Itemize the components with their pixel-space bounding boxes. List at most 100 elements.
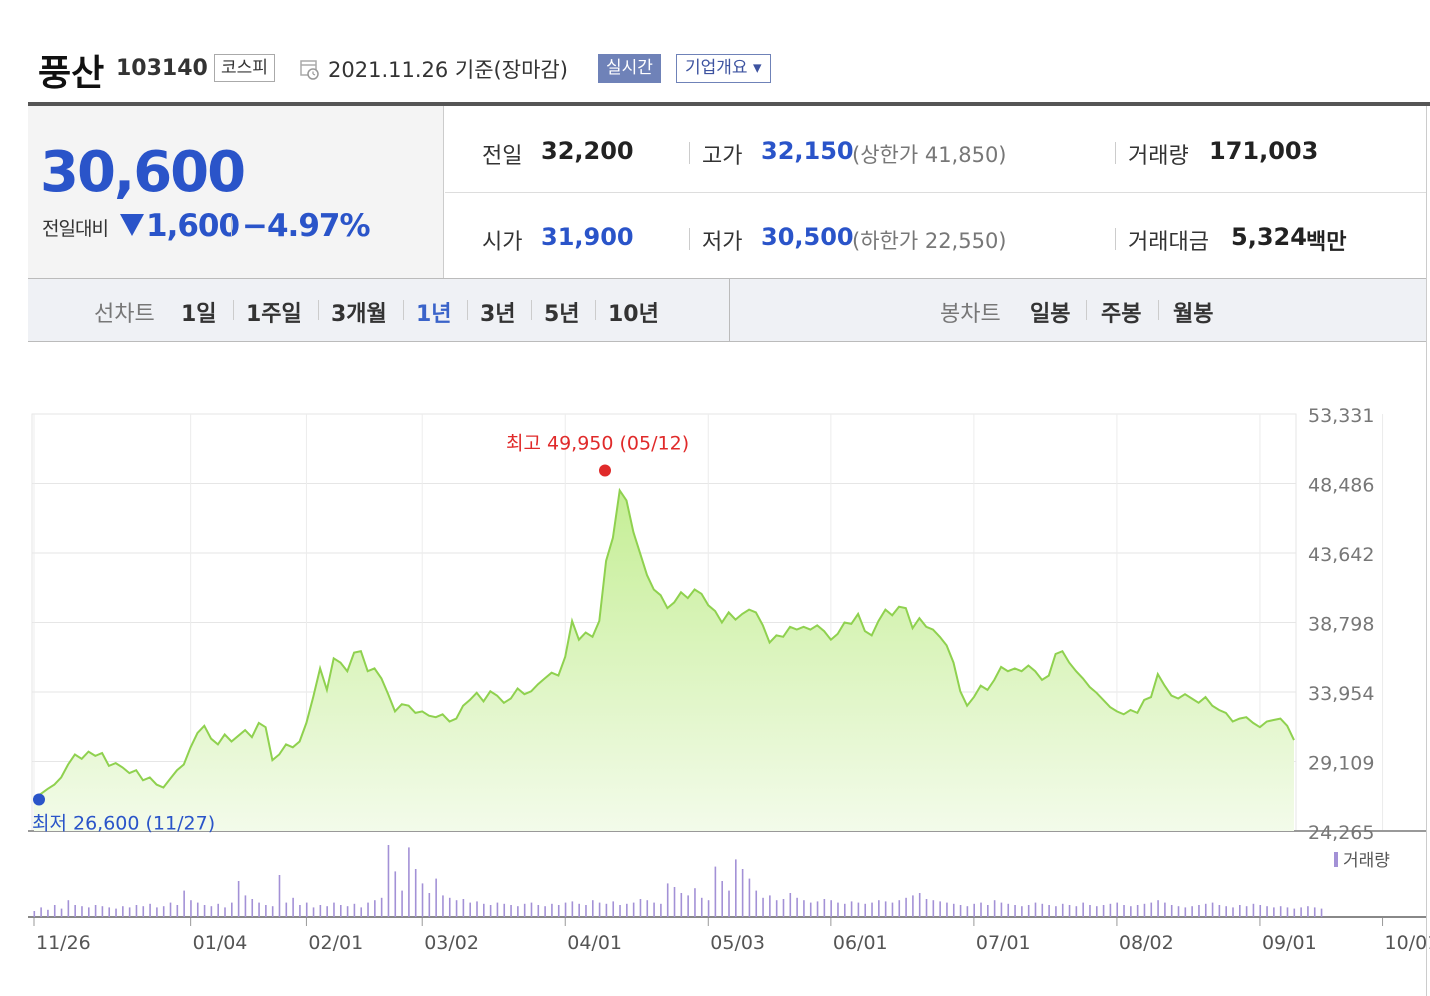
stat-separator xyxy=(1115,142,1116,164)
volume-bar xyxy=(203,905,206,917)
volume-bar xyxy=(305,902,308,917)
volume-bar xyxy=(653,902,655,917)
period-1y[interactable]: 1년 xyxy=(416,302,452,327)
volume-bar xyxy=(1204,903,1207,917)
volume-bar xyxy=(803,900,805,917)
period-1w[interactable]: 1주일 xyxy=(246,302,302,327)
price-chart[interactable]: 53,331 48,486 43,642 38,798 33,954 29,109 24,2… xyxy=(0,340,1430,996)
y-tick-label: 48,486 xyxy=(1308,475,1374,497)
change-separator xyxy=(231,216,232,236)
x-tick-label: 10/01 xyxy=(1385,932,1430,954)
x-tick-label: 02/01 xyxy=(308,932,363,954)
volume-bar xyxy=(53,905,56,917)
volume-bar xyxy=(339,905,342,917)
volume-bar xyxy=(843,903,846,917)
y-tick-label: 53,331 xyxy=(1308,405,1374,427)
volume-bar xyxy=(210,906,213,917)
volume-bar xyxy=(367,902,369,917)
volume-bar xyxy=(1286,907,1289,917)
volume-bar xyxy=(1211,902,1214,917)
volume-bar xyxy=(1034,902,1037,917)
volume-bar xyxy=(591,900,594,917)
volume-bar xyxy=(898,900,901,917)
amount-unit: 백만 xyxy=(1306,230,1347,255)
candle-monthly[interactable]: 월봉 xyxy=(1173,302,1214,327)
volume-bar xyxy=(1259,905,1262,917)
volume-bar xyxy=(762,897,764,917)
volume-bar xyxy=(1136,905,1139,917)
volume-bar xyxy=(292,897,294,917)
volume-bar xyxy=(850,901,853,917)
candle-daily[interactable]: 일봉 xyxy=(1030,302,1071,327)
volume-bar xyxy=(74,905,76,917)
period-1d[interactable]: 1일 xyxy=(181,302,217,327)
calendar-clock-icon xyxy=(300,60,319,80)
stat-separator xyxy=(1115,228,1116,250)
volume-bar xyxy=(122,906,124,917)
low-value: 30,500 xyxy=(761,223,854,251)
volume-bar xyxy=(162,906,165,917)
volume-bar xyxy=(312,907,315,917)
volume-bar xyxy=(769,895,771,917)
period-bar xyxy=(28,278,1426,342)
volume-bar xyxy=(489,905,492,917)
volume-bar xyxy=(748,878,751,917)
price-area-layer xyxy=(33,487,1295,831)
volume-bar xyxy=(1150,902,1153,917)
volume-bar xyxy=(40,907,42,917)
candle-weekly[interactable]: 주봉 xyxy=(1101,302,1142,327)
volume-bar xyxy=(782,899,785,917)
volume-bar xyxy=(455,900,458,917)
prev-close-value: 32,200 xyxy=(541,137,634,165)
volume-bar xyxy=(523,903,526,917)
high-marker xyxy=(599,464,611,477)
volume-bar xyxy=(639,899,642,917)
volume-bar xyxy=(1239,905,1241,917)
volume-bar xyxy=(142,906,145,917)
volume-bar xyxy=(87,907,90,917)
volume-bar xyxy=(878,900,880,917)
volume-bar xyxy=(1082,902,1084,917)
x-axis-labels: 11/26 01/04 02/01 03/02 04/01 05/03 06/01 07/01… xyxy=(36,932,1430,954)
period-separator xyxy=(1086,300,1087,320)
low-label: 저가 xyxy=(702,230,743,255)
volume-bar xyxy=(884,901,887,917)
volume-bar xyxy=(1191,906,1193,917)
volume-bar xyxy=(544,906,546,917)
volume-bar xyxy=(707,900,710,917)
amount-value: 5,324 xyxy=(1231,223,1307,251)
volume-bar xyxy=(408,847,410,917)
volume-bar xyxy=(932,900,935,917)
realtime-button[interactable]: 실시간 xyxy=(598,54,661,83)
volume-bar xyxy=(1075,906,1078,917)
volume-bar xyxy=(1143,903,1146,917)
company-overview-button[interactable]: 기업개요 ▾ xyxy=(676,54,771,83)
y-tick-label: 43,642 xyxy=(1308,544,1374,566)
period-5y[interactable]: 5년 xyxy=(544,302,580,327)
volume-bar xyxy=(401,890,403,917)
volume-bar xyxy=(700,897,703,917)
prev-close-label: 전일 xyxy=(482,144,523,169)
volume-bar xyxy=(905,897,907,917)
period-3y[interactable]: 3년 xyxy=(480,302,516,327)
volume-bar xyxy=(728,890,730,917)
volume-bar xyxy=(1266,906,1268,917)
period-10y[interactable]: 10년 xyxy=(608,302,659,327)
period-3m[interactable]: 3개월 xyxy=(331,302,387,327)
x-tick-label: 03/02 xyxy=(424,932,479,954)
volume-bar xyxy=(128,907,131,917)
y-tick-label: 38,798 xyxy=(1308,614,1374,636)
volume-bar xyxy=(244,895,247,917)
volume-bar xyxy=(67,900,70,917)
x-tick-label: 11/26 xyxy=(36,932,91,954)
volume-bar xyxy=(156,907,158,917)
volume-bar xyxy=(1232,907,1234,917)
stat-separator xyxy=(689,142,690,164)
volume-bar xyxy=(673,887,676,917)
volume-bar xyxy=(1116,902,1119,917)
volume-bar xyxy=(666,883,669,917)
volume-legend: 거래량 xyxy=(1343,851,1390,871)
volume-bar xyxy=(796,897,798,917)
period-separator xyxy=(595,300,596,320)
volume-bar xyxy=(448,897,451,917)
